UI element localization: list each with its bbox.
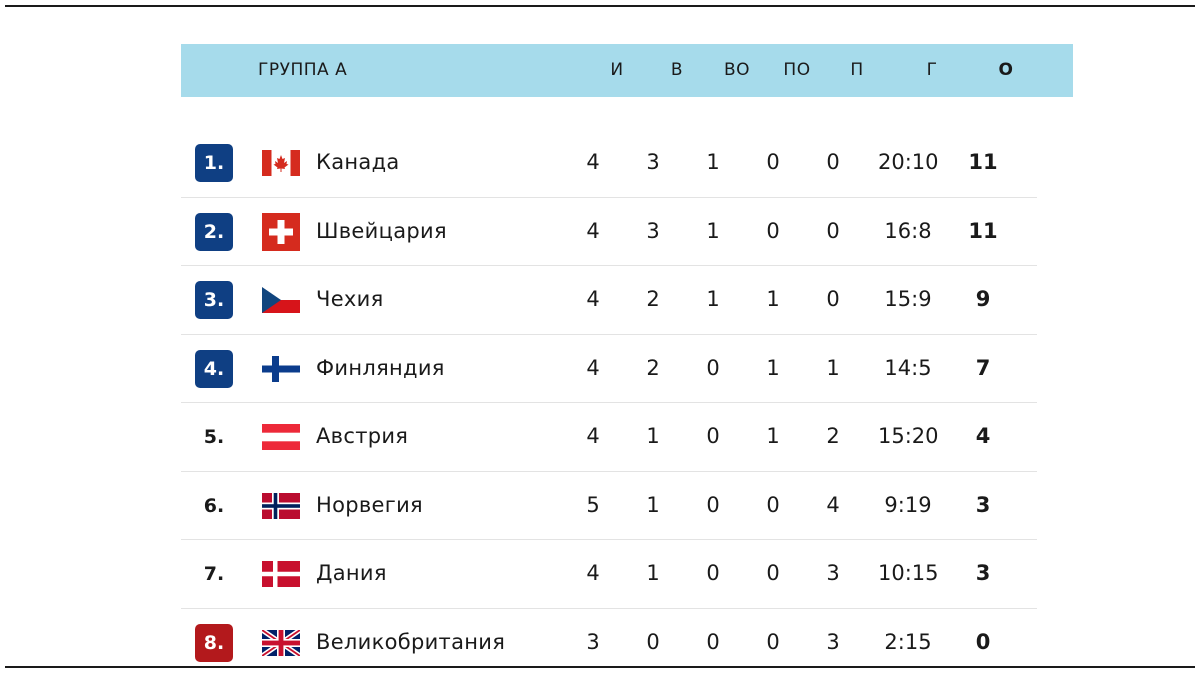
team-name[interactable]: Норвегия xyxy=(316,472,423,539)
wins-cell: 2 xyxy=(623,266,683,333)
team-name[interactable]: Финляндия xyxy=(316,335,445,402)
games-cell: 4 xyxy=(563,198,623,265)
norway-flag-icon xyxy=(262,493,300,519)
points-cell: 3 xyxy=(953,472,1013,539)
games-cell: 4 xyxy=(563,540,623,607)
ot-losses-cell: 0 xyxy=(743,472,803,539)
wins-cell: 2 xyxy=(623,335,683,402)
goals-cell: 9:19 xyxy=(878,472,938,539)
ot-losses-cell: 0 xyxy=(743,129,803,196)
losses-cell: 0 xyxy=(803,129,863,196)
team-name[interactable]: Швейцария xyxy=(316,198,447,265)
column-points: О xyxy=(976,44,1036,97)
losses-cell: 2 xyxy=(803,403,863,470)
austria-flag-icon xyxy=(262,424,300,450)
losses-cell: 3 xyxy=(803,540,863,607)
team-name[interactable]: Чехия xyxy=(316,266,384,333)
top-divider xyxy=(5,5,1195,7)
rank-badge: 7. xyxy=(195,555,233,593)
ot-wins-cell: 1 xyxy=(683,198,743,265)
ot-losses-cell: 0 xyxy=(743,198,803,265)
points-cell: 11 xyxy=(953,129,1013,196)
ot-losses-cell: 0 xyxy=(743,540,803,607)
bottom-divider xyxy=(5,666,1195,668)
rank-badge: 1. xyxy=(195,144,233,182)
team-name[interactable]: Австрия xyxy=(316,403,408,470)
column-ot-wins: ВО xyxy=(707,44,767,97)
ot-wins-cell: 0 xyxy=(683,403,743,470)
points-cell: 3 xyxy=(953,540,1013,607)
wins-cell: 1 xyxy=(623,472,683,539)
rank-badge: 8. xyxy=(195,624,233,662)
games-cell: 5 xyxy=(563,472,623,539)
column-games: И xyxy=(587,44,647,97)
losses-cell: 0 xyxy=(803,198,863,265)
points-cell: 11 xyxy=(953,198,1013,265)
points-cell: 4 xyxy=(953,403,1013,470)
wins-cell: 3 xyxy=(623,129,683,196)
group-title: ГРУППА А xyxy=(258,44,347,97)
wins-cell: 1 xyxy=(623,540,683,607)
losses-cell: 1 xyxy=(803,335,863,402)
czechia-flag-icon xyxy=(262,287,300,313)
games-cell: 4 xyxy=(563,335,623,402)
rank-badge: 3. xyxy=(195,281,233,319)
denmark-flag-icon xyxy=(262,561,300,587)
ot-wins-cell: 0 xyxy=(683,540,743,607)
column-losses: П xyxy=(827,44,887,97)
column-wins: В xyxy=(647,44,707,97)
switzerland-flag-icon xyxy=(262,219,300,245)
column-goals: Г xyxy=(902,44,962,97)
ot-losses-cell: 1 xyxy=(743,403,803,470)
team-name[interactable]: Канада xyxy=(316,129,400,196)
ot-wins-cell: 1 xyxy=(683,129,743,196)
points-cell: 9 xyxy=(953,266,1013,333)
points-cell: 7 xyxy=(953,335,1013,402)
rank-badge: 4. xyxy=(195,350,233,388)
rank-badge: 5. xyxy=(195,418,233,456)
ot-losses-cell: 1 xyxy=(743,335,803,402)
wins-cell: 3 xyxy=(623,198,683,265)
team-name[interactable]: Дания xyxy=(316,540,387,607)
ot-wins-cell: 0 xyxy=(683,335,743,402)
goals-cell: 15:9 xyxy=(878,266,938,333)
wins-cell: 1 xyxy=(623,403,683,470)
games-cell: 4 xyxy=(563,129,623,196)
ot-losses-cell: 1 xyxy=(743,266,803,333)
losses-cell: 4 xyxy=(803,472,863,539)
table-header: ГРУППА А И В ВО ПО П Г О xyxy=(181,44,1073,97)
losses-cell: 0 xyxy=(803,266,863,333)
great-britain-flag-icon xyxy=(262,630,300,656)
rank-badge: 6. xyxy=(195,487,233,525)
canada-flag-icon xyxy=(262,150,300,176)
ot-wins-cell: 0 xyxy=(683,472,743,539)
goals-cell: 14:5 xyxy=(878,335,938,402)
column-ot-losses: ПО xyxy=(767,44,827,97)
finland-flag-icon xyxy=(262,356,300,382)
rank-badge: 2. xyxy=(195,213,233,251)
goals-cell: 16:8 xyxy=(878,198,938,265)
games-cell: 4 xyxy=(563,266,623,333)
goals-cell: 10:15 xyxy=(878,540,938,607)
goals-cell: 15:20 xyxy=(878,403,938,470)
ot-wins-cell: 1 xyxy=(683,266,743,333)
games-cell: 4 xyxy=(563,403,623,470)
goals-cell: 20:10 xyxy=(878,129,938,196)
